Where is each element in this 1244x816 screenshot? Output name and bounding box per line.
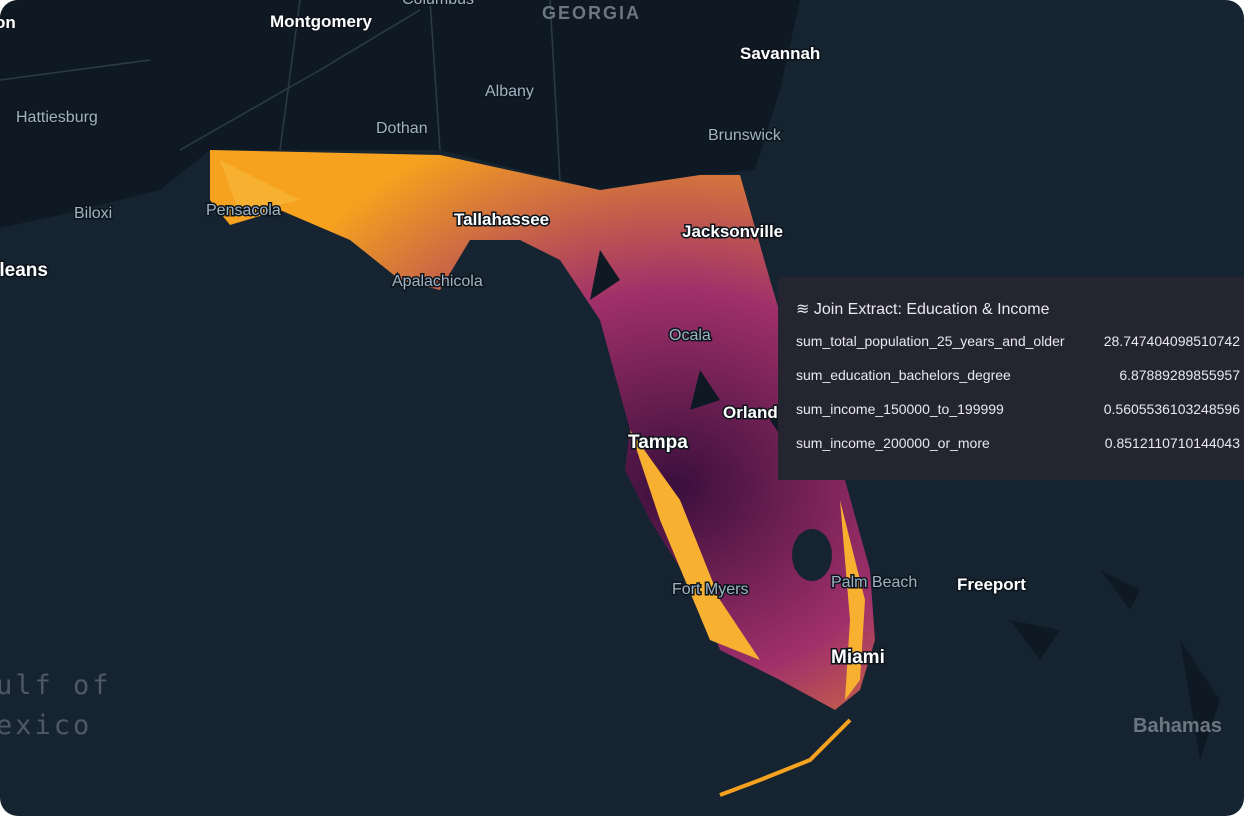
place-label: Jacksonville — [682, 222, 783, 241]
tooltip: ≋ Join Extract: Education & Income sum_t… — [778, 277, 1244, 480]
place-label: Biloxi — [74, 205, 112, 222]
tooltip-rows: sum_total_population_25_years_and_older 2… — [796, 333, 1240, 469]
place-label: Montgomery — [270, 12, 373, 31]
roads — [0, 0, 561, 181]
tooltip-title-text: Join Extract: Education & Income — [813, 301, 1050, 318]
field-value: 28.747404098510742 — [1103, 333, 1240, 349]
field-name: sum_income_200000_or_more — [796, 435, 990, 451]
place-label: Albany — [485, 83, 534, 100]
place-label: rleans — [0, 260, 48, 281]
field-name: sum_income_150000_to_199999 — [796, 401, 1004, 417]
field-name: sum_total_population_25_years_and_older — [796, 333, 1065, 349]
place-label: Miami — [831, 647, 885, 668]
tooltip-row: sum_education_bachelors_degree 6.87889289… — [796, 367, 1240, 401]
place-label: Dothan — [376, 120, 428, 137]
tooltip-title: ≋ Join Extract: Education & Income — [796, 301, 1050, 318]
place-label: Savannah — [740, 44, 820, 63]
tooltip-row: sum_income_200000_or_more 0.8512110710144… — [796, 435, 1240, 469]
region-label: GEORGIA — [542, 3, 641, 23]
land — [0, 0, 800, 228]
place-label: Bahamas — [1133, 715, 1222, 737]
place-label: Freeport — [957, 575, 1026, 594]
place-label: on — [0, 13, 16, 32]
place-label: Fort Myers — [672, 581, 748, 598]
sea-label: exico — [0, 710, 92, 741]
bahamas-land — [1010, 570, 1220, 760]
field-name: sum_education_bachelors_degree — [796, 367, 1011, 383]
place-label: Columbus — [402, 0, 474, 8]
place-label: Tallahassee — [454, 210, 549, 229]
place-label: Ocala — [669, 327, 711, 344]
heatmap-florida — [210, 150, 875, 710]
field-value: 0.5605536103248596 — [1103, 401, 1240, 417]
place-label: Tampa — [628, 432, 688, 453]
lake-okeechobee — [792, 529, 832, 581]
heatmap-hotspots — [220, 160, 865, 700]
sea-label: ulf of — [0, 670, 112, 701]
keys — [719, 718, 852, 797]
place-label: Orland — [723, 403, 778, 422]
place-label: Hattiesburg — [16, 109, 98, 126]
tooltip-row: sum_total_population_25_years_and_older 2… — [796, 333, 1240, 367]
place-label: Palm Beach — [831, 574, 917, 591]
place-label: Brunswick — [708, 127, 782, 144]
tooltip-row: sum_income_150000_to_199999 0.56055361032… — [796, 401, 1240, 435]
field-value: 0.8512110710144043 — [1104, 435, 1240, 451]
place-label: Pensacola — [206, 202, 281, 219]
place-label: Apalachicola — [392, 273, 483, 290]
field-value: 6.87889289855957 — [1119, 367, 1240, 383]
